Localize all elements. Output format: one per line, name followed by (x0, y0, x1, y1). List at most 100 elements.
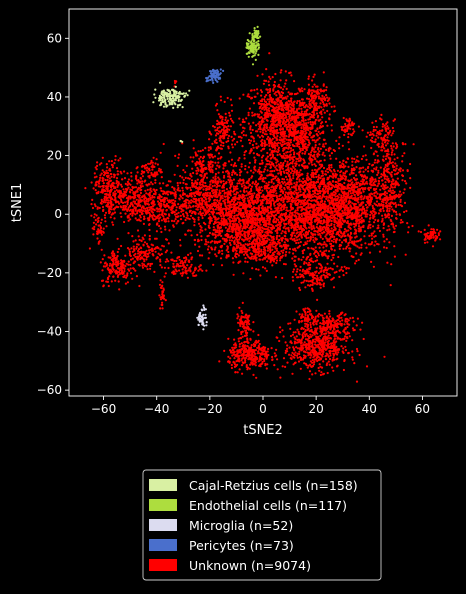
point (251, 114, 254, 117)
point (222, 180, 225, 183)
point (302, 126, 306, 129)
point (219, 144, 223, 147)
point (287, 226, 290, 229)
point (223, 121, 226, 125)
point (266, 137, 269, 141)
point (288, 213, 291, 216)
point (355, 235, 358, 238)
point (372, 207, 375, 210)
point (304, 142, 307, 145)
point (318, 126, 321, 129)
point (270, 208, 273, 211)
point (282, 119, 286, 122)
point (390, 205, 393, 208)
point (314, 144, 317, 147)
point (383, 186, 386, 189)
point (306, 97, 309, 100)
point (271, 99, 274, 102)
point (333, 223, 336, 226)
point (306, 146, 309, 149)
point (231, 146, 234, 149)
point (293, 80, 296, 83)
point (317, 167, 321, 170)
point (382, 235, 385, 238)
point (345, 271, 348, 275)
point (335, 139, 338, 142)
point (386, 204, 389, 207)
point (272, 186, 275, 189)
point (375, 200, 379, 203)
point (324, 215, 327, 218)
point (287, 139, 290, 142)
point (269, 77, 272, 80)
point (296, 207, 299, 210)
point (362, 155, 365, 158)
point (256, 152, 259, 156)
point (231, 139, 234, 142)
point (304, 129, 307, 132)
point (318, 163, 321, 166)
point (384, 166, 387, 169)
point (372, 178, 375, 181)
point (360, 157, 363, 161)
point (259, 223, 262, 226)
point (379, 188, 382, 191)
point (224, 118, 227, 122)
point (304, 150, 307, 153)
series-4-cluster-1 (249, 89, 337, 189)
point (266, 91, 270, 94)
point (302, 103, 305, 107)
point (353, 185, 356, 188)
point (277, 83, 281, 86)
point (302, 212, 305, 215)
point (310, 231, 313, 234)
point (265, 269, 268, 272)
point (354, 262, 357, 265)
point (330, 223, 333, 227)
point (249, 277, 252, 281)
point (323, 200, 326, 203)
point (322, 243, 325, 246)
point (222, 144, 225, 147)
point (267, 103, 271, 106)
point (273, 92, 276, 95)
point (222, 167, 225, 170)
point (322, 211, 325, 214)
point (358, 167, 361, 170)
point (374, 211, 377, 214)
point (253, 226, 256, 229)
point (372, 134, 375, 137)
point (246, 197, 249, 200)
point (375, 203, 378, 206)
point (363, 209, 366, 212)
point (284, 82, 287, 85)
point (298, 156, 301, 159)
point (327, 199, 330, 202)
point (292, 111, 295, 114)
point (303, 152, 306, 155)
point (275, 164, 278, 167)
point (303, 88, 306, 91)
point (300, 235, 303, 238)
point (283, 137, 286, 140)
point (355, 174, 358, 177)
point (317, 161, 320, 164)
point (280, 180, 284, 183)
point (281, 177, 284, 181)
point (337, 177, 340, 180)
point (286, 168, 289, 171)
point (312, 135, 315, 138)
point (306, 172, 309, 175)
point (272, 177, 275, 181)
point (391, 132, 394, 135)
point (362, 179, 365, 182)
point (216, 119, 219, 122)
point (386, 186, 389, 189)
point (360, 243, 363, 246)
point (371, 121, 374, 124)
point (343, 220, 346, 223)
point (281, 91, 285, 95)
point (256, 74, 259, 77)
point (359, 238, 362, 241)
point (219, 136, 222, 139)
